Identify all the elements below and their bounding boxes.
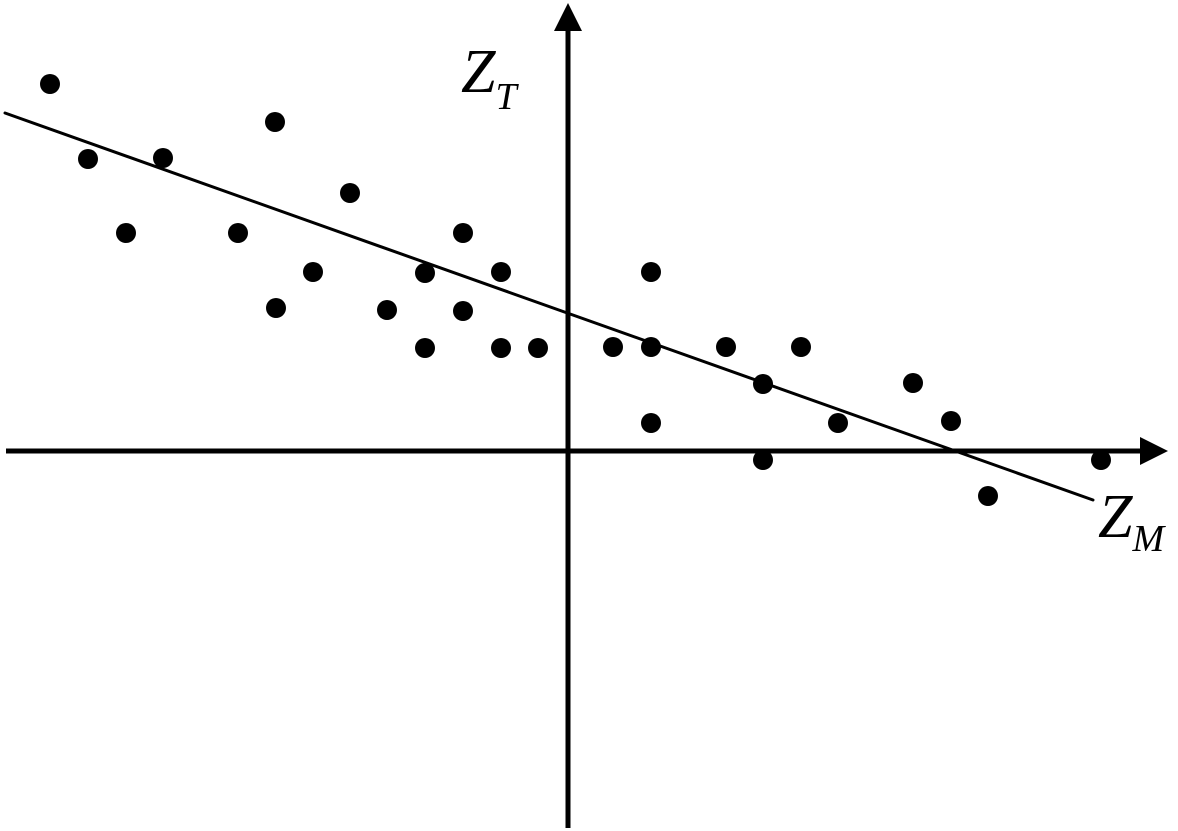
data-point (491, 262, 511, 282)
data-point (266, 298, 286, 318)
data-point (491, 338, 511, 358)
data-point (941, 411, 961, 431)
y-axis-arrowhead-icon (554, 3, 582, 31)
x-axis-label-base: Z (1098, 483, 1133, 551)
regression-line (3, 111, 1095, 502)
data-point (1091, 450, 1111, 470)
data-point (828, 413, 848, 433)
x-axis-label: ZM (1098, 483, 1166, 560)
data-point (641, 337, 661, 357)
data-point (116, 223, 136, 243)
data-point (228, 223, 248, 243)
data-point (528, 338, 548, 358)
data-point (753, 374, 773, 394)
data-points (40, 74, 1111, 506)
data-point (415, 338, 435, 358)
data-point (603, 337, 623, 357)
data-point (377, 300, 397, 320)
x-axis-arrowhead-icon (1140, 437, 1168, 465)
data-point (303, 262, 323, 282)
data-point (265, 112, 285, 132)
data-point (716, 337, 736, 357)
data-point (641, 262, 661, 282)
x-axis (6, 437, 1168, 465)
y-axis-label-base: Z (461, 38, 496, 106)
data-point (40, 74, 60, 94)
x-axis-label-subscript: M (1131, 518, 1166, 560)
data-point (641, 413, 661, 433)
y-axis-label-subscript: T (495, 76, 519, 118)
data-point (340, 183, 360, 203)
data-point (978, 486, 998, 506)
data-point (753, 450, 773, 470)
data-point (453, 223, 473, 243)
data-point (791, 337, 811, 357)
data-point (903, 373, 923, 393)
data-point (415, 263, 435, 283)
y-axis (554, 3, 582, 828)
data-point (453, 301, 473, 321)
data-point (153, 148, 173, 168)
y-axis-label: ZT (461, 38, 519, 118)
data-point (78, 149, 98, 169)
